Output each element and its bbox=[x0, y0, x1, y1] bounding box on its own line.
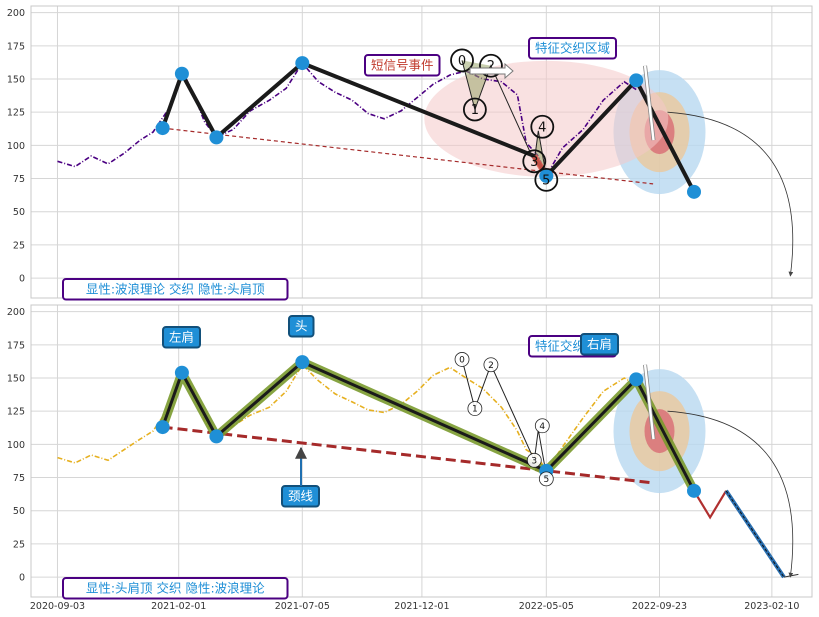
y-tick-label: 25 bbox=[13, 240, 25, 251]
wave-node bbox=[687, 483, 702, 498]
target-arrow bbox=[643, 364, 655, 440]
wave-count-marker bbox=[534, 167, 559, 192]
wave-count-marker bbox=[530, 114, 555, 139]
wave-node bbox=[629, 73, 644, 88]
wave-count-label: 2 bbox=[487, 59, 495, 74]
wave-count-marker bbox=[454, 352, 470, 367]
y-tick-label: 175 bbox=[7, 340, 25, 351]
y-tick-label: 175 bbox=[7, 41, 25, 52]
guide-arrow bbox=[667, 410, 794, 578]
x-tick-label: 2022-05-05 bbox=[519, 601, 574, 612]
pattern-line bbox=[160, 61, 696, 193]
right-shoulder-label-box bbox=[580, 333, 619, 356]
y-tick-label: 50 bbox=[13, 506, 25, 517]
mode-label: 显性:波浪理论 交织 隐性:头肩顶 bbox=[86, 282, 265, 297]
wave-node bbox=[295, 56, 310, 71]
y-tick-label: 0 bbox=[19, 573, 25, 584]
wave-node bbox=[629, 372, 644, 387]
left-shoulder-label: 左肩 bbox=[169, 330, 194, 345]
x-tick-label: 2020-09-03 bbox=[30, 601, 85, 612]
y-tick-label: 50 bbox=[13, 207, 25, 218]
x-tick-label: 2023-02-10 bbox=[744, 601, 799, 612]
signal-ellipse bbox=[424, 60, 669, 177]
wave-node bbox=[174, 365, 189, 380]
y-tick-label: 75 bbox=[13, 473, 25, 484]
y-tick-label: 0 bbox=[19, 274, 25, 285]
y-tick-label: 150 bbox=[7, 374, 25, 385]
neckline bbox=[162, 425, 654, 485]
wave-count-label: 2 bbox=[488, 361, 494, 371]
wave-node bbox=[209, 429, 224, 444]
plot-frame bbox=[30, 304, 813, 598]
wave-count-label: 4 bbox=[538, 120, 546, 135]
wave-count-marker bbox=[450, 48, 474, 73]
wave-count-marker bbox=[526, 452, 542, 468]
guide-arrow bbox=[667, 111, 794, 277]
wave-count-label: 5 bbox=[543, 475, 549, 485]
wave-count-label: 3 bbox=[530, 155, 538, 170]
y-tick-label: 125 bbox=[7, 407, 25, 418]
wave-node bbox=[539, 168, 554, 183]
wave-count-label: 0 bbox=[459, 356, 465, 366]
head-label: 头 bbox=[295, 319, 308, 334]
wave-count-label: 0 bbox=[458, 54, 466, 69]
y-tick-label: 75 bbox=[13, 174, 25, 185]
x-tick-label: 2021-02-01 bbox=[151, 601, 206, 612]
feature-zone-label-box bbox=[528, 37, 617, 60]
mode-label-box bbox=[62, 278, 289, 301]
wave-count-label: 1 bbox=[471, 103, 479, 118]
target-arrow bbox=[643, 65, 655, 141]
projection-blue-dash bbox=[725, 490, 785, 578]
signal-event-label-box bbox=[364, 54, 441, 77]
y-tick-label: 125 bbox=[7, 108, 25, 119]
projection-red bbox=[693, 490, 728, 520]
y-tick-label: 100 bbox=[7, 440, 25, 451]
panel-top: 0 25 50 75 100 125 150 175 200 0 1 2 3 4 5 显性:波浪理论 交织 隐… bbox=[7, 5, 813, 301]
wave-count-marker bbox=[462, 97, 487, 122]
wave-node bbox=[687, 184, 702, 199]
mode-label-box bbox=[62, 577, 289, 600]
y-tick-label: 25 bbox=[13, 539, 25, 550]
y-tick-label: 150 bbox=[7, 75, 25, 86]
x-tick-label: 2022-09-23 bbox=[632, 601, 687, 612]
y-tick-label: 200 bbox=[7, 8, 25, 19]
wave-count-label: 4 bbox=[539, 422, 545, 432]
y-tick-label: 200 bbox=[7, 307, 25, 318]
wave-count-label: 3 bbox=[531, 456, 537, 466]
wave-node bbox=[155, 420, 170, 435]
plot-frame bbox=[30, 5, 813, 299]
neckline bbox=[162, 127, 654, 185]
head-label-box bbox=[288, 315, 315, 338]
feature-zone-label: 特征交织区域 bbox=[535, 41, 610, 56]
signal-pointer bbox=[469, 62, 514, 80]
wave-count-label: 1 bbox=[472, 405, 478, 415]
neckline-label: 颈线 bbox=[288, 489, 314, 504]
x-tick-label: 2021-07-05 bbox=[275, 601, 330, 612]
wave-count-marker bbox=[538, 471, 554, 487]
wave-count-marker bbox=[483, 357, 499, 373]
wave-count-marker bbox=[522, 149, 547, 174]
wave-count-marker bbox=[534, 418, 550, 434]
mode-label: 显性:头肩顶 交织 隐性:波浪理论 bbox=[86, 581, 265, 596]
wave-count-marker bbox=[467, 401, 483, 416]
left-shoulder-label-box bbox=[162, 326, 201, 349]
y-tick-label: 100 bbox=[7, 141, 25, 152]
x-tick-label: 2021-12-01 bbox=[394, 601, 449, 612]
wave-node bbox=[155, 121, 170, 136]
wave-node bbox=[209, 130, 224, 145]
wave-node bbox=[295, 355, 310, 370]
wave-node bbox=[174, 66, 189, 81]
signal-event-label: 短信号事件 bbox=[371, 58, 434, 73]
wave-count-marker bbox=[479, 53, 503, 78]
wave-count-label: 5 bbox=[542, 173, 550, 188]
short-wave-line bbox=[461, 359, 547, 475]
right-shoulder-label: 右肩 bbox=[587, 337, 612, 352]
